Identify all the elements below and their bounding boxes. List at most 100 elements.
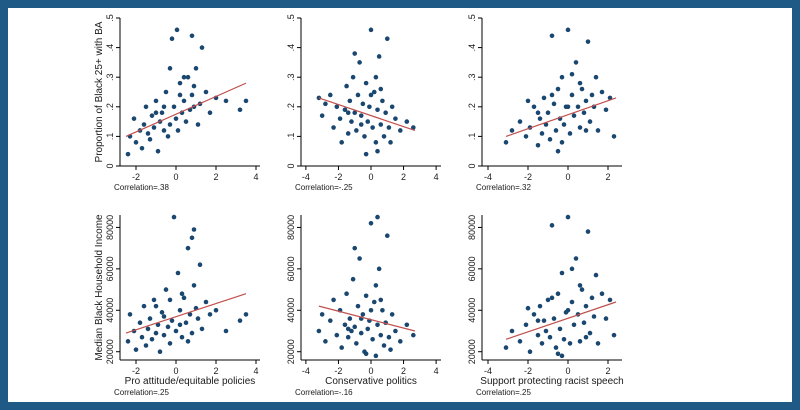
y-tick-label: .2 xyxy=(286,103,296,111)
scatter-panel-5: 20000 40000 60000 80000 -4 -2 0 2 4 Conservative … xyxy=(286,214,441,397)
data-point xyxy=(363,351,369,357)
data-point xyxy=(331,297,336,303)
data-point xyxy=(555,148,561,154)
data-point xyxy=(545,110,551,116)
data-point xyxy=(577,80,583,86)
data-point xyxy=(143,343,149,348)
x-tick-label: 4 xyxy=(434,172,439,182)
x-tick-label: -2 xyxy=(524,366,532,376)
correlation-caption: Correlation=-.16 xyxy=(295,388,353,397)
data-point xyxy=(375,107,380,113)
data-point xyxy=(388,347,393,352)
data-point xyxy=(153,98,159,104)
data-point xyxy=(569,92,575,98)
data-point xyxy=(573,256,579,261)
data-point xyxy=(389,104,395,110)
y-tick-label: .1 xyxy=(467,133,477,141)
y-tick-label: 0 xyxy=(105,163,115,168)
data-point xyxy=(195,122,201,127)
data-point xyxy=(352,51,358,56)
x-tick-label: 2 xyxy=(213,172,218,182)
x-tick-label: 0 xyxy=(173,172,178,182)
x-tick-label: -4 xyxy=(302,172,310,182)
data-point xyxy=(319,113,325,118)
data-point xyxy=(375,148,380,154)
data-point xyxy=(611,332,617,338)
x-tick-label: 2 xyxy=(401,172,406,182)
x-tick-label: 4 xyxy=(434,366,439,376)
data-point xyxy=(545,297,551,303)
y-tick-label: .2 xyxy=(105,103,115,111)
data-point xyxy=(169,36,175,42)
data-point xyxy=(153,330,159,336)
correlation-caption: Correlation=-.25 xyxy=(295,183,353,192)
data-point xyxy=(127,312,133,317)
scatter-panel-3: 0 .1 .2 .3 .4 .5 -4 -2 0 2 Correlation=.32 xyxy=(467,14,622,192)
data-point xyxy=(373,140,379,145)
data-point xyxy=(561,122,567,127)
data-point xyxy=(368,307,374,313)
data-point xyxy=(344,83,349,89)
data-point xyxy=(223,98,229,104)
data-point xyxy=(347,316,353,321)
data-point xyxy=(381,343,387,348)
data-point xyxy=(173,116,179,121)
y-tick-label: 80000 xyxy=(467,215,477,240)
fit-line xyxy=(125,293,247,334)
data-point xyxy=(185,245,191,251)
data-point xyxy=(137,320,143,326)
data-point xyxy=(139,334,145,340)
data-point xyxy=(549,295,555,301)
data-point xyxy=(139,145,145,151)
data-point xyxy=(378,86,384,92)
data-point xyxy=(181,295,187,301)
x-tick-label: 0 xyxy=(565,366,570,376)
data-point xyxy=(368,92,374,98)
data-point xyxy=(181,74,187,80)
data-point xyxy=(174,27,180,33)
correlation-caption: Correlation=.25 xyxy=(114,388,169,397)
y-tick-label: .1 xyxy=(105,133,115,141)
data-point xyxy=(386,334,392,340)
data-point xyxy=(579,287,585,292)
data-point xyxy=(347,98,353,104)
fit-line xyxy=(505,97,617,137)
data-point xyxy=(551,101,557,107)
data-point xyxy=(363,293,369,299)
data-point xyxy=(555,291,561,297)
y-tick-label: 20000 xyxy=(286,339,296,364)
data-point xyxy=(373,283,379,288)
data-point xyxy=(339,140,344,145)
y-tick-label: .4 xyxy=(105,44,115,52)
data-point xyxy=(581,110,587,116)
data-point xyxy=(161,128,167,133)
data-point xyxy=(581,320,587,326)
data-point xyxy=(243,312,249,317)
data-point xyxy=(531,104,537,110)
data-point xyxy=(509,128,515,133)
data-point xyxy=(163,89,169,95)
data-point xyxy=(125,339,131,344)
data-point xyxy=(177,92,183,98)
data-point xyxy=(378,122,384,127)
data-point xyxy=(404,322,410,328)
y-tick-label: .5 xyxy=(105,14,115,22)
data-point xyxy=(360,312,366,317)
data-point xyxy=(368,27,374,33)
data-point xyxy=(177,322,183,328)
data-point xyxy=(375,322,380,328)
data-point xyxy=(141,122,147,127)
data-point xyxy=(569,299,575,305)
data-point xyxy=(378,297,384,303)
data-point xyxy=(523,134,529,139)
data-point xyxy=(352,245,358,251)
data-point xyxy=(537,303,543,309)
data-point xyxy=(381,134,387,139)
y-tick-label: 0 xyxy=(467,163,477,168)
data-point xyxy=(357,60,362,65)
data-point xyxy=(503,140,509,145)
data-point xyxy=(199,45,205,50)
data-point xyxy=(316,328,322,334)
data-point xyxy=(411,332,416,338)
data-point xyxy=(573,60,579,65)
